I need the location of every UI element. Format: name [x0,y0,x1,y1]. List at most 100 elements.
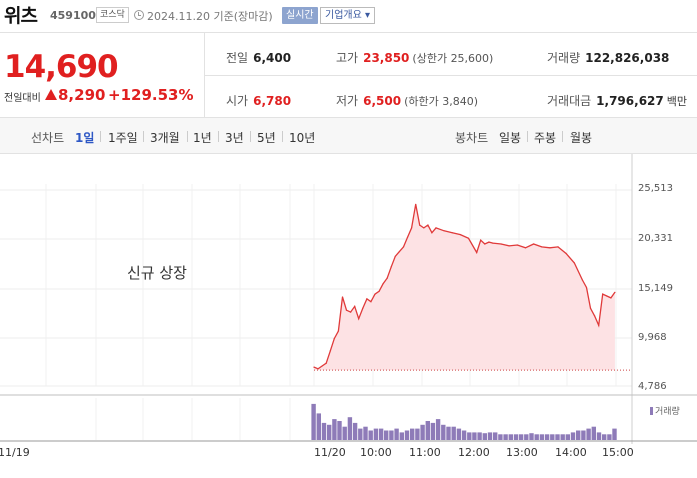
volume-bar [467,432,472,440]
clock-icon [134,10,144,20]
volume-bar [456,428,462,440]
stock-code: 459100 [50,9,96,22]
price-point [337,330,339,332]
price-point [484,243,486,245]
stock-header: 위츠 459100 코스닥 2024.11.20 기준(장마감) 실시간 기업개… [0,0,697,30]
price-point [565,252,567,255]
volume-bar [550,434,555,440]
price-point [329,350,331,352]
price-point [378,290,380,292]
price-point [382,283,384,285]
price-point [614,291,616,293]
change-value: 8,290 [58,86,106,104]
tab-1w[interactable]: 1주일 [108,131,138,145]
tab-1d[interactable]: 1일 [75,131,95,145]
high-price: 고가 23,850 (상한가 25,600) [336,51,494,65]
volume-bar [384,430,389,440]
price-point [610,297,612,299]
volume-bar [410,428,415,440]
price-point [508,245,510,247]
volume-bar [493,432,498,440]
volume-bar [560,434,565,440]
tab-5y[interactable]: 5년 [257,131,276,145]
price-point [541,246,543,248]
volume-bar [555,434,560,440]
price-point [480,239,482,241]
y-tick-label: 4,786 [638,381,667,392]
tab-3y[interactable]: 3년 [225,131,244,145]
volume: 거래량 122,826,038 [547,51,670,65]
volume-bar [430,422,436,440]
volume-bar [539,434,545,440]
price-point [476,251,478,254]
x-tick-label: 10:00 [360,446,392,459]
x-tick-label: 12:00 [458,446,490,459]
price-point [374,293,376,295]
volume-bar [451,426,456,440]
price-chart[interactable] [0,154,697,454]
price-point [602,293,604,295]
price-point [524,247,527,249]
price-point [427,224,429,226]
volume-bar [311,403,316,440]
volume-bar [586,428,591,440]
price-point [492,242,494,244]
tab-10y[interactable]: 10년 [289,131,316,145]
price-point [516,244,518,246]
volume-bar [399,432,404,440]
y-tick-label: 25,513 [638,183,673,194]
price-point [313,366,315,368]
volume-bar [316,413,321,440]
realtime-button[interactable]: 실시간 [282,7,318,24]
price-point [358,318,360,320]
open-price: 시가 6,780 [226,94,292,108]
y-tick-label: 20,331 [638,233,673,244]
tab-1y[interactable]: 1년 [193,131,212,145]
price-point [317,368,319,370]
tab-divider [282,131,283,142]
tab-divider [527,131,528,142]
stock-name: 위츠 [4,5,38,27]
current-price: 14,690 [4,49,119,85]
chart-tabs-bar: 선차트 1일 1주일 3개월 1년 3년 5년 10년 봉차트 일봉 주봉 월봉 [0,118,697,154]
volume-bar [461,430,467,440]
price-point [459,234,461,236]
volume-bar [570,432,576,440]
volume-bar [373,428,379,440]
volume-bar [596,432,602,440]
volume-bar [358,428,363,440]
volume-bar [342,426,347,440]
volume-bar [347,417,353,440]
volume-bar [368,430,373,440]
price-point [386,277,388,279]
price-point [488,241,490,243]
price-point [435,227,437,229]
x-tick-label: 15:00 [602,446,634,459]
volume-bar [420,424,425,440]
y-tick-label: 9,968 [638,332,667,343]
volume-bar [602,434,607,440]
price-point [419,224,421,226]
price-point [341,296,344,298]
price-point [370,301,372,303]
tab-monthly-candle[interactable]: 월봉 [570,131,593,145]
price-point [362,307,364,309]
tab-divider [218,131,219,142]
company-overview-button[interactable]: 기업개요 ▾ [320,7,375,24]
volume-bar [337,421,342,440]
volume-bar [477,432,482,440]
price-point [325,362,327,364]
tab-weekly-candle[interactable]: 주봉 [534,131,557,145]
volume-bar [389,430,394,440]
tab-3m[interactable]: 3개월 [150,131,180,145]
low-price: 저가 6,500 (하한가 3,840) [336,94,479,108]
volume-bar [441,424,446,440]
tab-divider [562,131,563,142]
new-listing-text: 신규 상장 [127,264,187,282]
price-point [451,232,453,234]
volume-legend-swatch [650,407,653,415]
volume-bar [524,434,529,440]
volume-bar [544,434,550,440]
volume-bar [565,434,570,440]
tab-daily-candle[interactable]: 일봉 [499,131,522,145]
